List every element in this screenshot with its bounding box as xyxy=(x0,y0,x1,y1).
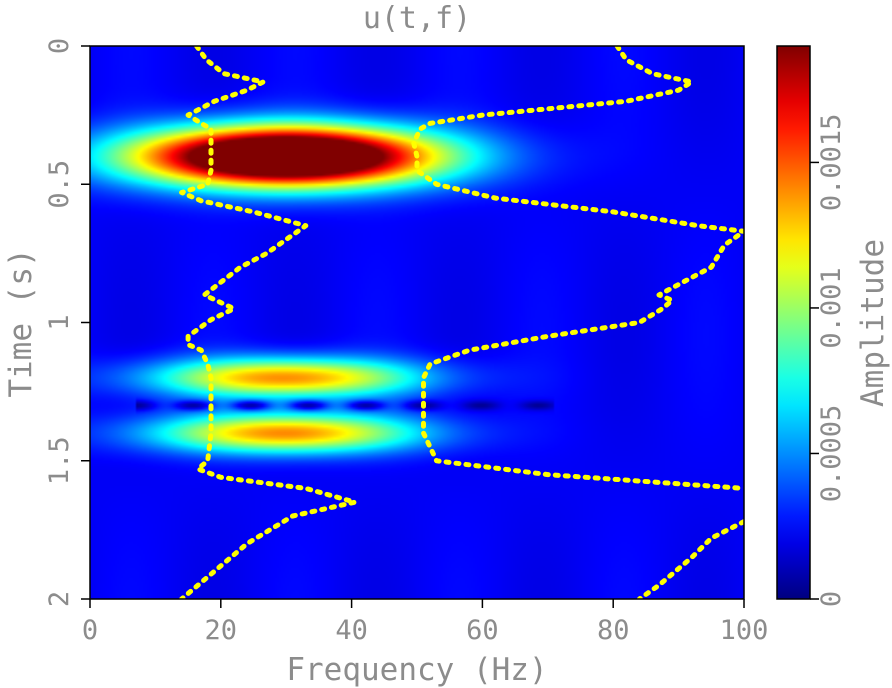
chart-title: u(t,f) xyxy=(363,1,471,36)
colorbar-tick-label: 0.0015 xyxy=(816,114,847,212)
heatmap-plot xyxy=(89,45,745,600)
y-tick-label: 2 xyxy=(44,591,75,607)
overlay-curve-2 xyxy=(636,519,744,599)
colorbar-tick-label: 0 xyxy=(816,591,847,607)
colorbar-gradient xyxy=(777,46,810,599)
y-tick-label: 1.5 xyxy=(44,436,75,485)
x-axis-ticks: 0 20 40 60 80 100 xyxy=(82,599,769,646)
y-axis-ticks: 0 0.5 1 1.5 2 xyxy=(44,38,90,607)
overlay-curve-1 xyxy=(411,46,744,491)
overlay-curve-0 xyxy=(179,46,358,599)
x-tick-label: 100 xyxy=(720,615,769,646)
y-axis-label: Time (s) xyxy=(3,248,39,397)
x-tick-label: 20 xyxy=(205,615,238,646)
colorbar-frame xyxy=(776,45,811,600)
colorbar-ticks: 0 0.0005 0.001 0.0015 xyxy=(810,114,847,607)
colorbar: 0 0.0005 0.001 0.0015 Amplitude xyxy=(776,45,891,607)
colorbar-label: Amplitude xyxy=(855,239,891,407)
yellow-dashed-curves xyxy=(179,46,744,599)
x-axis-label: Frequency (Hz) xyxy=(286,652,547,688)
x-tick-label: 0 xyxy=(82,615,98,646)
y-tick-label: 1 xyxy=(44,314,75,330)
colorbar-tick-label: 0.001 xyxy=(816,267,847,348)
y-tick-label: 0.5 xyxy=(44,160,75,209)
x-tick-label: 40 xyxy=(335,615,368,646)
x-tick-label: 60 xyxy=(466,615,499,646)
x-tick-label: 80 xyxy=(597,615,630,646)
heatmap-image xyxy=(90,46,744,599)
y-tick-label: 0 xyxy=(44,38,75,54)
colorbar-tick-label: 0.0005 xyxy=(816,405,847,503)
